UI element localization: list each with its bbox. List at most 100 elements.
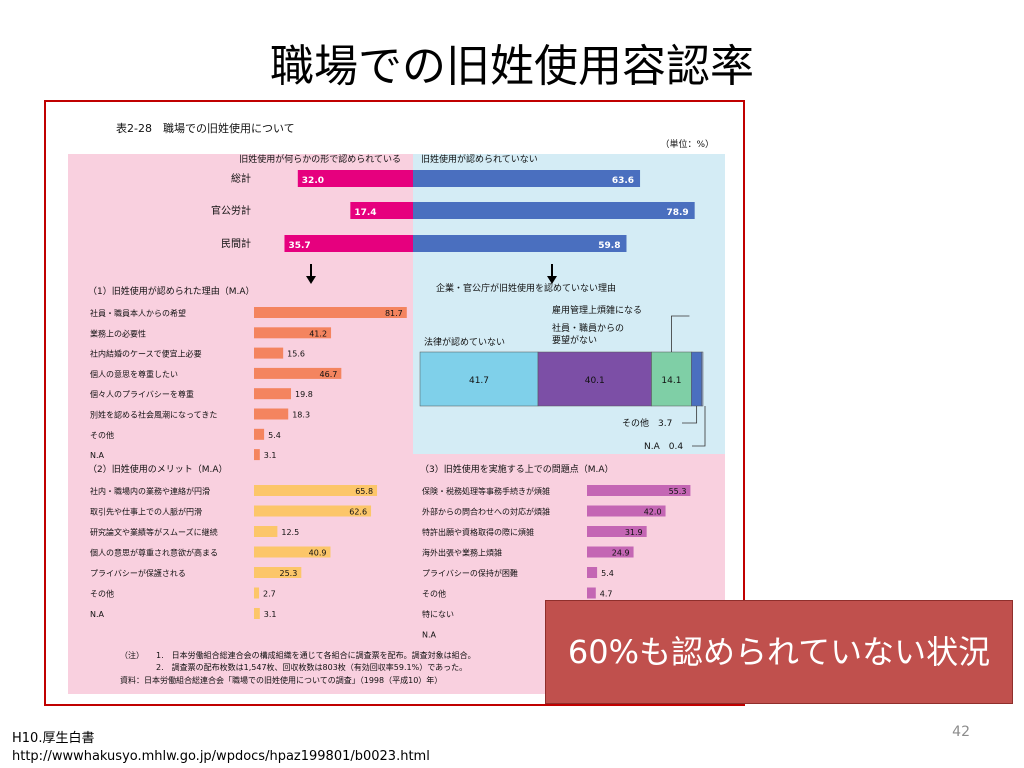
problem-label: 海外出張や業務上煩雑 <box>422 548 502 558</box>
merit-bar <box>254 546 331 558</box>
stacked-segment-value: 41.7 <box>469 376 489 386</box>
reason-allowed-bar <box>254 428 265 440</box>
merit-value: 65.8 <box>355 487 373 496</box>
reason-allowed-value: 81.7 <box>385 309 403 318</box>
stacked-segment <box>701 351 704 407</box>
stacked-label-no-request-line2: 要望がない <box>552 334 597 346</box>
problem-value: 55.3 <box>669 487 687 496</box>
reason-allowed-value: 5.4 <box>268 431 281 440</box>
down-arrow-head <box>306 276 316 284</box>
callout-box: 60%も認められていない状況 <box>545 600 1013 704</box>
series-label-allowed: 旧姓使用が何らかの形で認められている <box>239 153 401 165</box>
source-citation: H10.厚生白書 http://wwwhakusyo.mhlw.go.jp/wp… <box>12 730 430 766</box>
merit-label: N.A <box>90 610 105 619</box>
merit-bar <box>254 505 372 517</box>
bar-not-allowed <box>413 235 627 252</box>
reason-allowed-bar <box>254 367 342 379</box>
reason-allowed-label: その他 <box>90 430 114 440</box>
leader-line-hassle <box>671 315 690 352</box>
merit-label: その他 <box>90 589 114 599</box>
problem-label: 特にない <box>422 609 454 619</box>
reason-allowed-value: 15.6 <box>287 350 305 359</box>
problem-value: 4.7 <box>600 590 613 599</box>
reason-allowed-bar <box>254 327 332 339</box>
problem-bar <box>587 505 666 517</box>
merit-label: 社内・職場内の業務や連絡が円滑 <box>90 486 210 496</box>
bar-allowed-value: 32.0 <box>302 176 324 186</box>
reason-allowed-label: 別姓を認める社会風潮になってきた <box>90 410 217 420</box>
stacked-label-hassle: 雇用管理上煩雑になる <box>552 304 642 316</box>
merit-value: 12.5 <box>281 528 299 537</box>
stacked-segment <box>537 351 652 407</box>
problem-label: 特許出願や資格取得の際に煩雑 <box>422 527 534 537</box>
problem-value: 5.4 <box>601 569 614 578</box>
reason-allowed-value: 46.7 <box>320 370 338 379</box>
stacked-segment-value: 40.1 <box>585 376 605 386</box>
blue-panel-right <box>413 154 725 454</box>
bar-allowed <box>284 235 413 252</box>
merit-bar <box>254 608 260 619</box>
reason-allowed-value: 3.1 <box>264 451 277 460</box>
problem-value: 24.9 <box>612 549 630 558</box>
bar-not-allowed <box>413 170 641 187</box>
bar-not-allowed-value: 78.9 <box>666 208 688 218</box>
unit-label: （単位：%） <box>660 138 714 150</box>
stacked-label-na: N.A 0.4 <box>644 442 683 452</box>
down-arrow-head <box>547 276 557 284</box>
merit-bar <box>254 485 378 496</box>
problem-label: 外部からの問合わせへの対応が煩雑 <box>422 507 550 517</box>
stacked-segment-value: 14.1 <box>661 376 681 386</box>
leader-line-other <box>682 406 698 424</box>
top-category-label: 総計 <box>231 172 251 185</box>
reason-allowed-value: 18.3 <box>292 411 310 420</box>
callout-text: 60%も認められていない状況 <box>567 633 991 671</box>
stacked-label-no-request-line1: 社員・職員からの <box>552 322 624 334</box>
reason-allowed-bar <box>254 449 260 461</box>
note-line-1: 1. 日本労働組合総連合会の構成組織を通じて各組合に調査票を配布。調査対象は組合… <box>156 650 476 660</box>
problem-bar <box>587 546 634 558</box>
bar-allowed <box>297 170 413 187</box>
problem-label: N.A <box>422 631 437 640</box>
stacked-segment <box>691 351 703 407</box>
merit-label: 取引先や仕事上での人脈が円滑 <box>90 507 202 517</box>
problem-label: 保険・税務処理等事務手続きが煩雑 <box>422 486 550 496</box>
merit-title: （2）旧姓使用のメリット（M.A） <box>88 463 228 475</box>
reason-allowed-label: 個人の意思を尊重したい <box>90 369 178 379</box>
reason-allowed-bar <box>254 388 292 400</box>
bar-allowed-value: 35.7 <box>288 241 310 251</box>
stacked-label-law: 法律が認めていない <box>424 336 505 348</box>
reason-allowed-value: 19.8 <box>295 390 313 399</box>
reason-allowed-label: 社内結婚のケースで便宜上必要 <box>90 349 202 359</box>
bar-not-allowed-value: 63.6 <box>612 176 634 186</box>
merit-label: プライバシーが保護される <box>90 568 186 578</box>
note-label: （注） <box>120 650 144 660</box>
stacked-label-other: その他 3.7 <box>622 417 672 429</box>
slide-title: 職場での旧姓使用容認率 <box>270 41 754 92</box>
problem-value: 31.9 <box>625 528 643 537</box>
problem-bar <box>587 485 691 496</box>
bar-not-allowed <box>413 202 695 219</box>
problem-bar <box>587 587 596 599</box>
problem-title: （3）旧姓使用を実施する上での問題点（M.A） <box>420 463 614 475</box>
stacked-segment <box>651 351 692 407</box>
source-line-1: H10.厚生白書 <box>12 731 95 746</box>
reason-allowed-bar <box>254 408 289 420</box>
merit-label: 研究論文や業績等がスムーズに継続 <box>90 527 218 537</box>
bar-not-allowed-value: 59.8 <box>598 241 620 251</box>
reason-allowed-title: （1）旧姓使用が認められた理由（M.A） <box>88 285 255 297</box>
series-label-not-allowed: 旧姓使用が認められていない <box>421 153 538 165</box>
problem-bar <box>587 526 647 537</box>
problem-label: プライバシーの保持が困難 <box>422 568 518 578</box>
merit-bar <box>254 587 260 599</box>
problem-bar <box>587 567 598 578</box>
reason-allowed-bar <box>254 347 284 359</box>
merit-label: 個人の意思が尊重され意欲が高まる <box>90 548 218 558</box>
merit-value: 62.6 <box>349 508 367 517</box>
reason-allowed-label: 社員・職員本人からの希望 <box>90 308 186 318</box>
chart-svg: 表2-28 職場での旧姓使用について （単位：%） 旧姓使用が何らかの形で認められて… <box>68 121 725 694</box>
problem-value: 42.0 <box>644 508 662 517</box>
leader-line-na <box>692 406 706 447</box>
merit-value: 25.3 <box>279 569 297 578</box>
merit-bar <box>254 526 278 537</box>
reason-allowed-label: 業務上の必要性 <box>90 328 146 338</box>
